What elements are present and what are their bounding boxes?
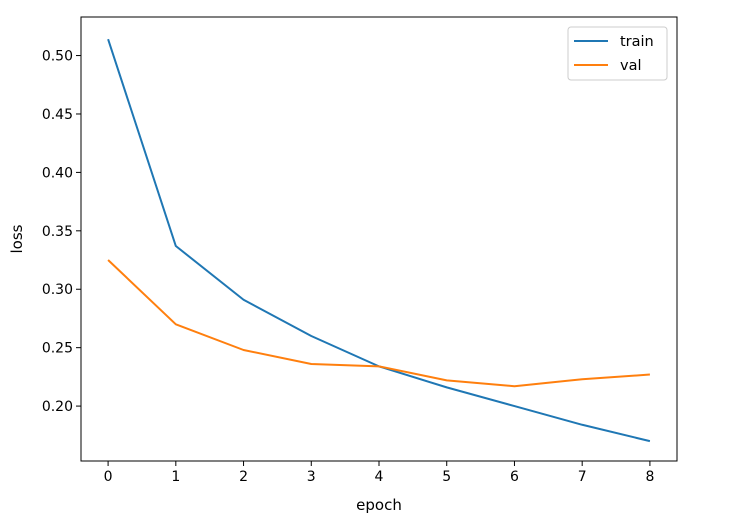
plot-area-frame	[80, 16, 678, 462]
x-tick-label: 1	[171, 469, 180, 485]
series-lines	[107, 38, 651, 443]
x-tick-label: 6	[510, 469, 519, 485]
y-tick-label: 0.40	[42, 165, 73, 181]
x-tick-label: 3	[307, 469, 316, 485]
x-tick-label: 4	[375, 469, 384, 485]
x-tick-label: 2	[239, 469, 248, 485]
series-line-val	[107, 259, 650, 388]
y-axis-label: loss	[8, 224, 26, 253]
x-axis-label: epoch	[356, 496, 402, 514]
y-tick-label: 0.45	[42, 107, 73, 123]
x-axis-ticks: 0 1 2 3 4 5 6 7 8	[104, 461, 654, 485]
legend: train val	[567, 26, 668, 81]
x-tick-label: 7	[578, 469, 587, 485]
y-tick-label: 0.50	[42, 49, 73, 65]
x-tick-label: 8	[645, 469, 654, 485]
legend-label-val: val	[620, 58, 642, 74]
y-tick-label: 0.35	[42, 224, 73, 240]
y-tick-label: 0.20	[42, 399, 73, 415]
x-tick-label: 5	[442, 469, 451, 485]
y-axis-ticks: 0.20 0.25 0.30 0.35 0.40 0.45 0.50	[42, 49, 81, 415]
x-tick-label: 0	[104, 469, 113, 485]
legend-label-train: train	[620, 34, 654, 50]
y-tick-label: 0.30	[42, 282, 73, 298]
y-tick-label: 0.25	[42, 341, 73, 357]
